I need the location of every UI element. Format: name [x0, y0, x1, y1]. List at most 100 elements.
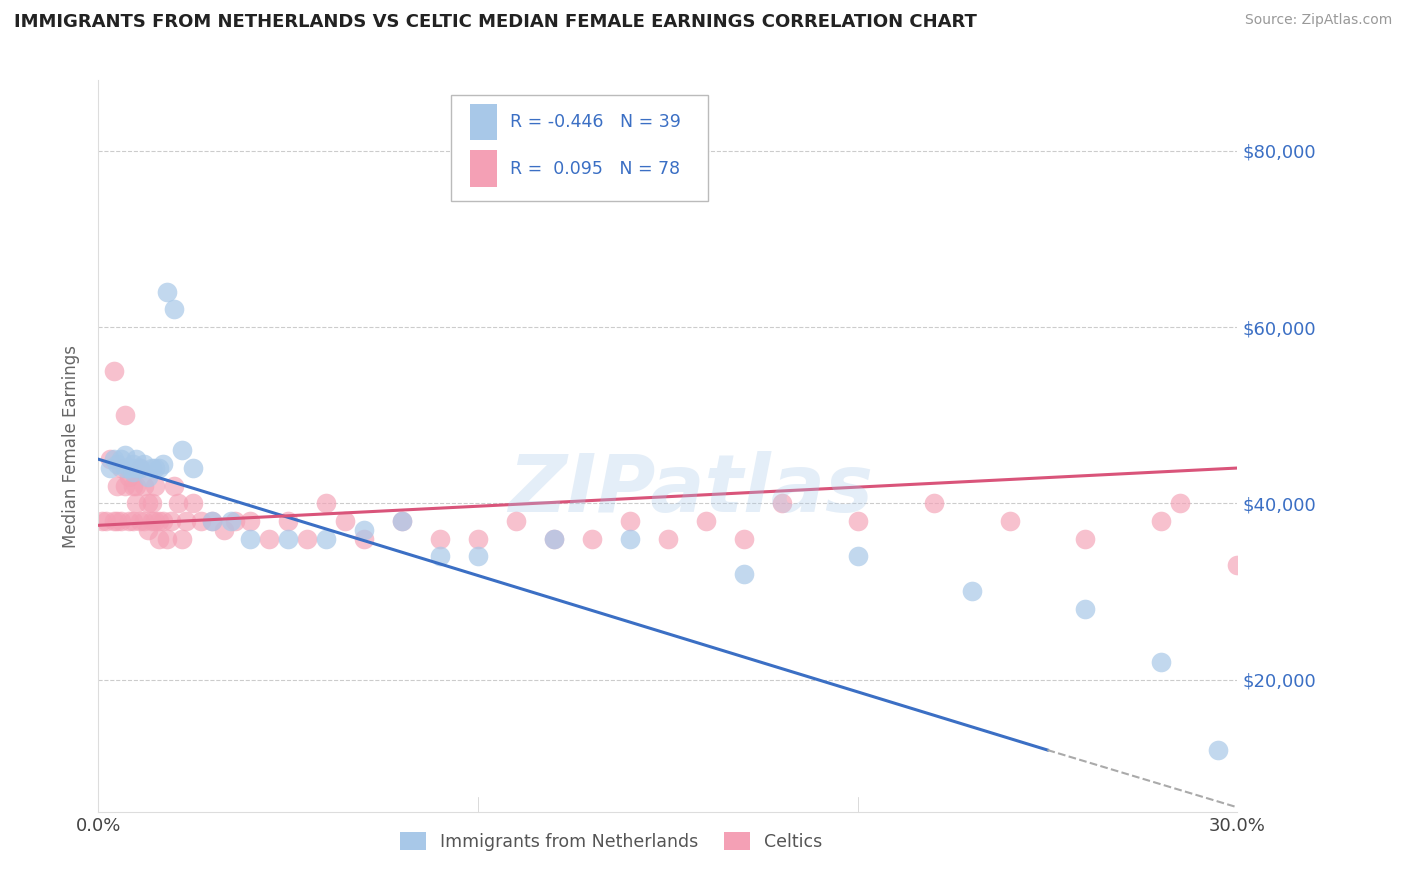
Point — [543, 532, 565, 546]
Point — [121, 478, 143, 492]
Point — [118, 514, 141, 528]
Point — [1170, 496, 1192, 510]
Point — [152, 457, 174, 471]
Point — [467, 549, 489, 563]
Point — [110, 461, 132, 475]
Point — [141, 514, 163, 528]
Point — [141, 461, 163, 475]
Point — [114, 478, 136, 492]
Y-axis label: Median Female Earnings: Median Female Earnings — [62, 344, 80, 548]
Point — [259, 532, 281, 546]
Point — [145, 478, 167, 492]
Point — [201, 514, 224, 528]
Point — [103, 514, 125, 528]
Point — [110, 514, 132, 528]
Point — [132, 457, 155, 471]
Text: ZIPatlas: ZIPatlas — [508, 450, 873, 529]
Point — [277, 532, 299, 546]
Point — [183, 496, 205, 510]
Point — [353, 523, 375, 537]
Point — [467, 532, 489, 546]
Legend: Immigrants from Netherlands, Celtics: Immigrants from Netherlands, Celtics — [392, 825, 830, 858]
Point — [148, 514, 170, 528]
Point — [239, 514, 262, 528]
Point — [152, 514, 174, 528]
Text: IMMIGRANTS FROM NETHERLANDS VS CELTIC MEDIAN FEMALE EARNINGS CORRELATION CHART: IMMIGRANTS FROM NETHERLANDS VS CELTIC ME… — [14, 13, 977, 31]
Point — [224, 514, 246, 528]
Point — [121, 514, 143, 528]
Point — [998, 514, 1021, 528]
Point — [657, 532, 679, 546]
Point — [98, 452, 121, 467]
Point — [103, 452, 125, 467]
Point — [619, 514, 641, 528]
Point — [156, 285, 179, 299]
Point — [141, 496, 163, 510]
Point — [148, 461, 170, 475]
Point — [201, 514, 224, 528]
Point — [505, 514, 527, 528]
Point — [1226, 558, 1249, 572]
Point — [110, 452, 132, 467]
Point — [239, 532, 262, 546]
Point — [221, 514, 243, 528]
Point — [733, 532, 755, 546]
Point — [581, 532, 603, 546]
Point — [190, 514, 212, 528]
Point — [543, 532, 565, 546]
Point — [107, 457, 129, 471]
Point — [167, 496, 190, 510]
Point — [107, 514, 129, 528]
Point — [429, 549, 451, 563]
Point — [277, 514, 299, 528]
Point — [118, 461, 141, 475]
Point — [391, 514, 413, 528]
Point — [922, 496, 945, 510]
Point — [353, 532, 375, 546]
Point — [297, 532, 319, 546]
Point — [125, 496, 148, 510]
Point — [98, 461, 121, 475]
Point — [846, 549, 869, 563]
Point — [733, 566, 755, 581]
Point — [107, 478, 129, 492]
Text: Source: ZipAtlas.com: Source: ZipAtlas.com — [1244, 13, 1392, 28]
Point — [174, 514, 197, 528]
FancyBboxPatch shape — [470, 103, 498, 140]
Point — [1074, 602, 1097, 616]
Text: R =  0.095   N = 78: R = 0.095 N = 78 — [509, 160, 679, 178]
Point — [136, 470, 159, 484]
Point — [118, 470, 141, 484]
Point — [1074, 532, 1097, 546]
Point — [315, 532, 337, 546]
Point — [94, 514, 117, 528]
Point — [695, 514, 717, 528]
Point — [129, 461, 152, 475]
Point — [1208, 743, 1230, 757]
Point — [148, 532, 170, 546]
Point — [125, 478, 148, 492]
Point — [156, 532, 179, 546]
Point — [163, 302, 186, 317]
Point — [125, 461, 148, 475]
Point — [125, 452, 148, 467]
Point — [170, 443, 193, 458]
Point — [335, 514, 357, 528]
FancyBboxPatch shape — [470, 151, 498, 187]
Point — [145, 514, 167, 528]
Text: R = -0.446   N = 39: R = -0.446 N = 39 — [509, 113, 681, 131]
Point — [121, 457, 143, 471]
Point — [132, 514, 155, 528]
Point — [129, 514, 152, 528]
Point — [121, 466, 143, 480]
Point — [145, 461, 167, 475]
Point — [846, 514, 869, 528]
Point — [212, 523, 235, 537]
Point — [114, 408, 136, 422]
Point — [429, 532, 451, 546]
Point — [391, 514, 413, 528]
Point — [91, 514, 114, 528]
Point — [770, 496, 793, 510]
FancyBboxPatch shape — [451, 95, 707, 201]
Point — [619, 532, 641, 546]
